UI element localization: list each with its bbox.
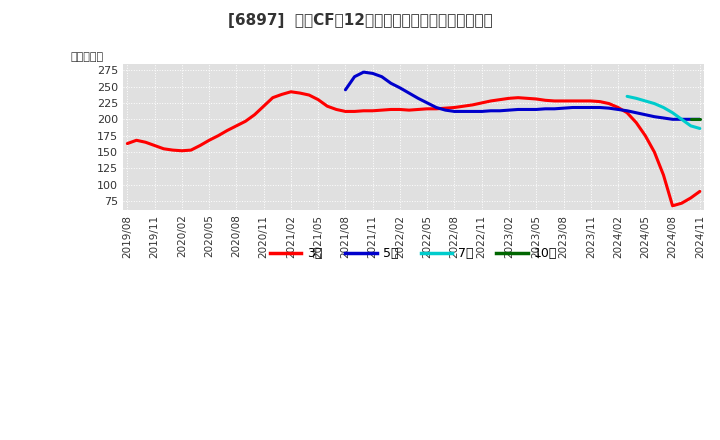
5年 [678, 117, 686, 122]
5年 [477, 109, 486, 114]
5年 [369, 71, 377, 76]
7年 [632, 95, 641, 101]
5年 [459, 109, 468, 114]
Text: [6897]  投資CFの12か月移動合計の標準偏差の推移: [6897] 投資CFの12か月移動合計の標準偏差の推移 [228, 13, 492, 28]
5年 [632, 110, 641, 115]
5年 [495, 108, 504, 114]
5年 [387, 81, 395, 86]
5年 [650, 114, 659, 119]
5年 [441, 107, 450, 113]
5年 [550, 106, 559, 111]
3年 [196, 143, 204, 148]
7年 [623, 94, 631, 99]
3年 [505, 95, 513, 101]
Line: 3年: 3年 [127, 92, 700, 206]
5年 [532, 107, 541, 112]
10年 [686, 117, 695, 122]
5年 [487, 108, 495, 114]
5年 [395, 85, 404, 91]
5年 [587, 105, 595, 110]
5年 [523, 107, 531, 112]
5年 [659, 115, 667, 121]
7年 [686, 123, 695, 128]
5年 [696, 117, 704, 122]
5年 [405, 91, 413, 96]
5年 [577, 105, 586, 110]
3年 [287, 89, 295, 95]
5年 [641, 112, 649, 117]
7年 [668, 110, 677, 115]
Line: 7年: 7年 [627, 96, 700, 128]
3年 [450, 105, 459, 110]
5年 [686, 117, 695, 122]
5年 [623, 108, 631, 114]
5年 [514, 107, 523, 112]
Legend: 3年, 5年, 7年, 10年: 3年, 5年, 7年, 10年 [265, 242, 562, 265]
5年 [414, 95, 423, 101]
7年 [696, 126, 704, 131]
5年 [468, 109, 477, 114]
3年 [668, 203, 677, 209]
5年 [505, 107, 513, 113]
5年 [541, 106, 549, 111]
7年 [650, 101, 659, 106]
7年 [659, 105, 667, 110]
7年 [641, 98, 649, 103]
3年 [123, 141, 132, 146]
5年 [559, 106, 568, 111]
5年 [595, 105, 604, 110]
7年 [678, 117, 686, 122]
5年 [350, 74, 359, 79]
5年 [668, 117, 677, 122]
5年 [613, 107, 622, 112]
5年 [450, 109, 459, 114]
3年 [495, 97, 504, 102]
5年 [341, 87, 350, 92]
3年 [414, 107, 423, 112]
3年 [696, 189, 704, 194]
5年 [359, 70, 368, 75]
5年 [432, 105, 441, 110]
5年 [568, 105, 577, 110]
5年 [605, 106, 613, 111]
10年 [696, 117, 704, 122]
5年 [423, 100, 431, 106]
3年 [369, 108, 377, 114]
Text: （百万円）: （百万円） [71, 52, 104, 62]
5年 [377, 74, 386, 79]
Line: 5年: 5年 [346, 72, 700, 119]
